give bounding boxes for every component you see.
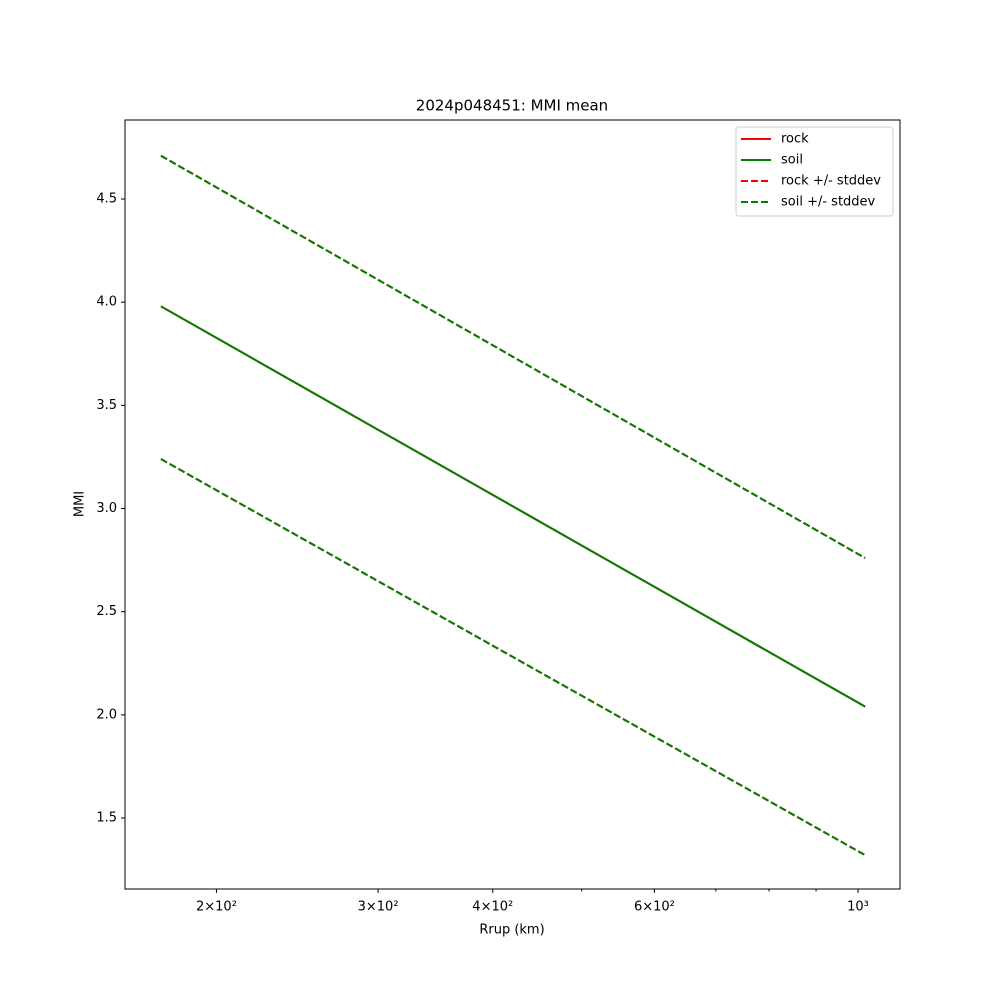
y-tick-label: 1.5 — [96, 811, 117, 826]
y-tick-label: 3.5 — [96, 398, 117, 413]
x-tick-label: 6×10² — [634, 900, 675, 915]
legend-label: rock +/- stddev — [781, 174, 881, 189]
x-tick-label: 2×10² — [196, 900, 237, 915]
series-line — [160, 458, 866, 857]
legend-box — [735, 126, 894, 217]
y-tick-label: 2.0 — [96, 707, 117, 722]
legend-label: soil — [781, 153, 803, 168]
x-axis-label: Rrup (km) — [479, 923, 544, 938]
x-tick-label: 3×10² — [358, 900, 399, 915]
x-tick-label: 10³ — [847, 900, 869, 915]
chart-title: 2024p048451: MMI mean — [416, 97, 608, 115]
y-tick-label: 4.5 — [96, 192, 117, 207]
y-tick-label: 3.0 — [96, 501, 117, 516]
plot-frame — [124, 119, 901, 890]
y-axis-label: MMI — [73, 491, 88, 517]
y-tick-label: 4.0 — [96, 295, 117, 310]
legend-label: soil +/- stddev — [781, 195, 876, 210]
legend-label: rock — [781, 132, 809, 147]
x-tick-label: 4×10² — [472, 900, 513, 915]
y-tick-label: 2.5 — [96, 604, 117, 619]
series-line — [160, 305, 866, 708]
series-line — [160, 154, 866, 559]
